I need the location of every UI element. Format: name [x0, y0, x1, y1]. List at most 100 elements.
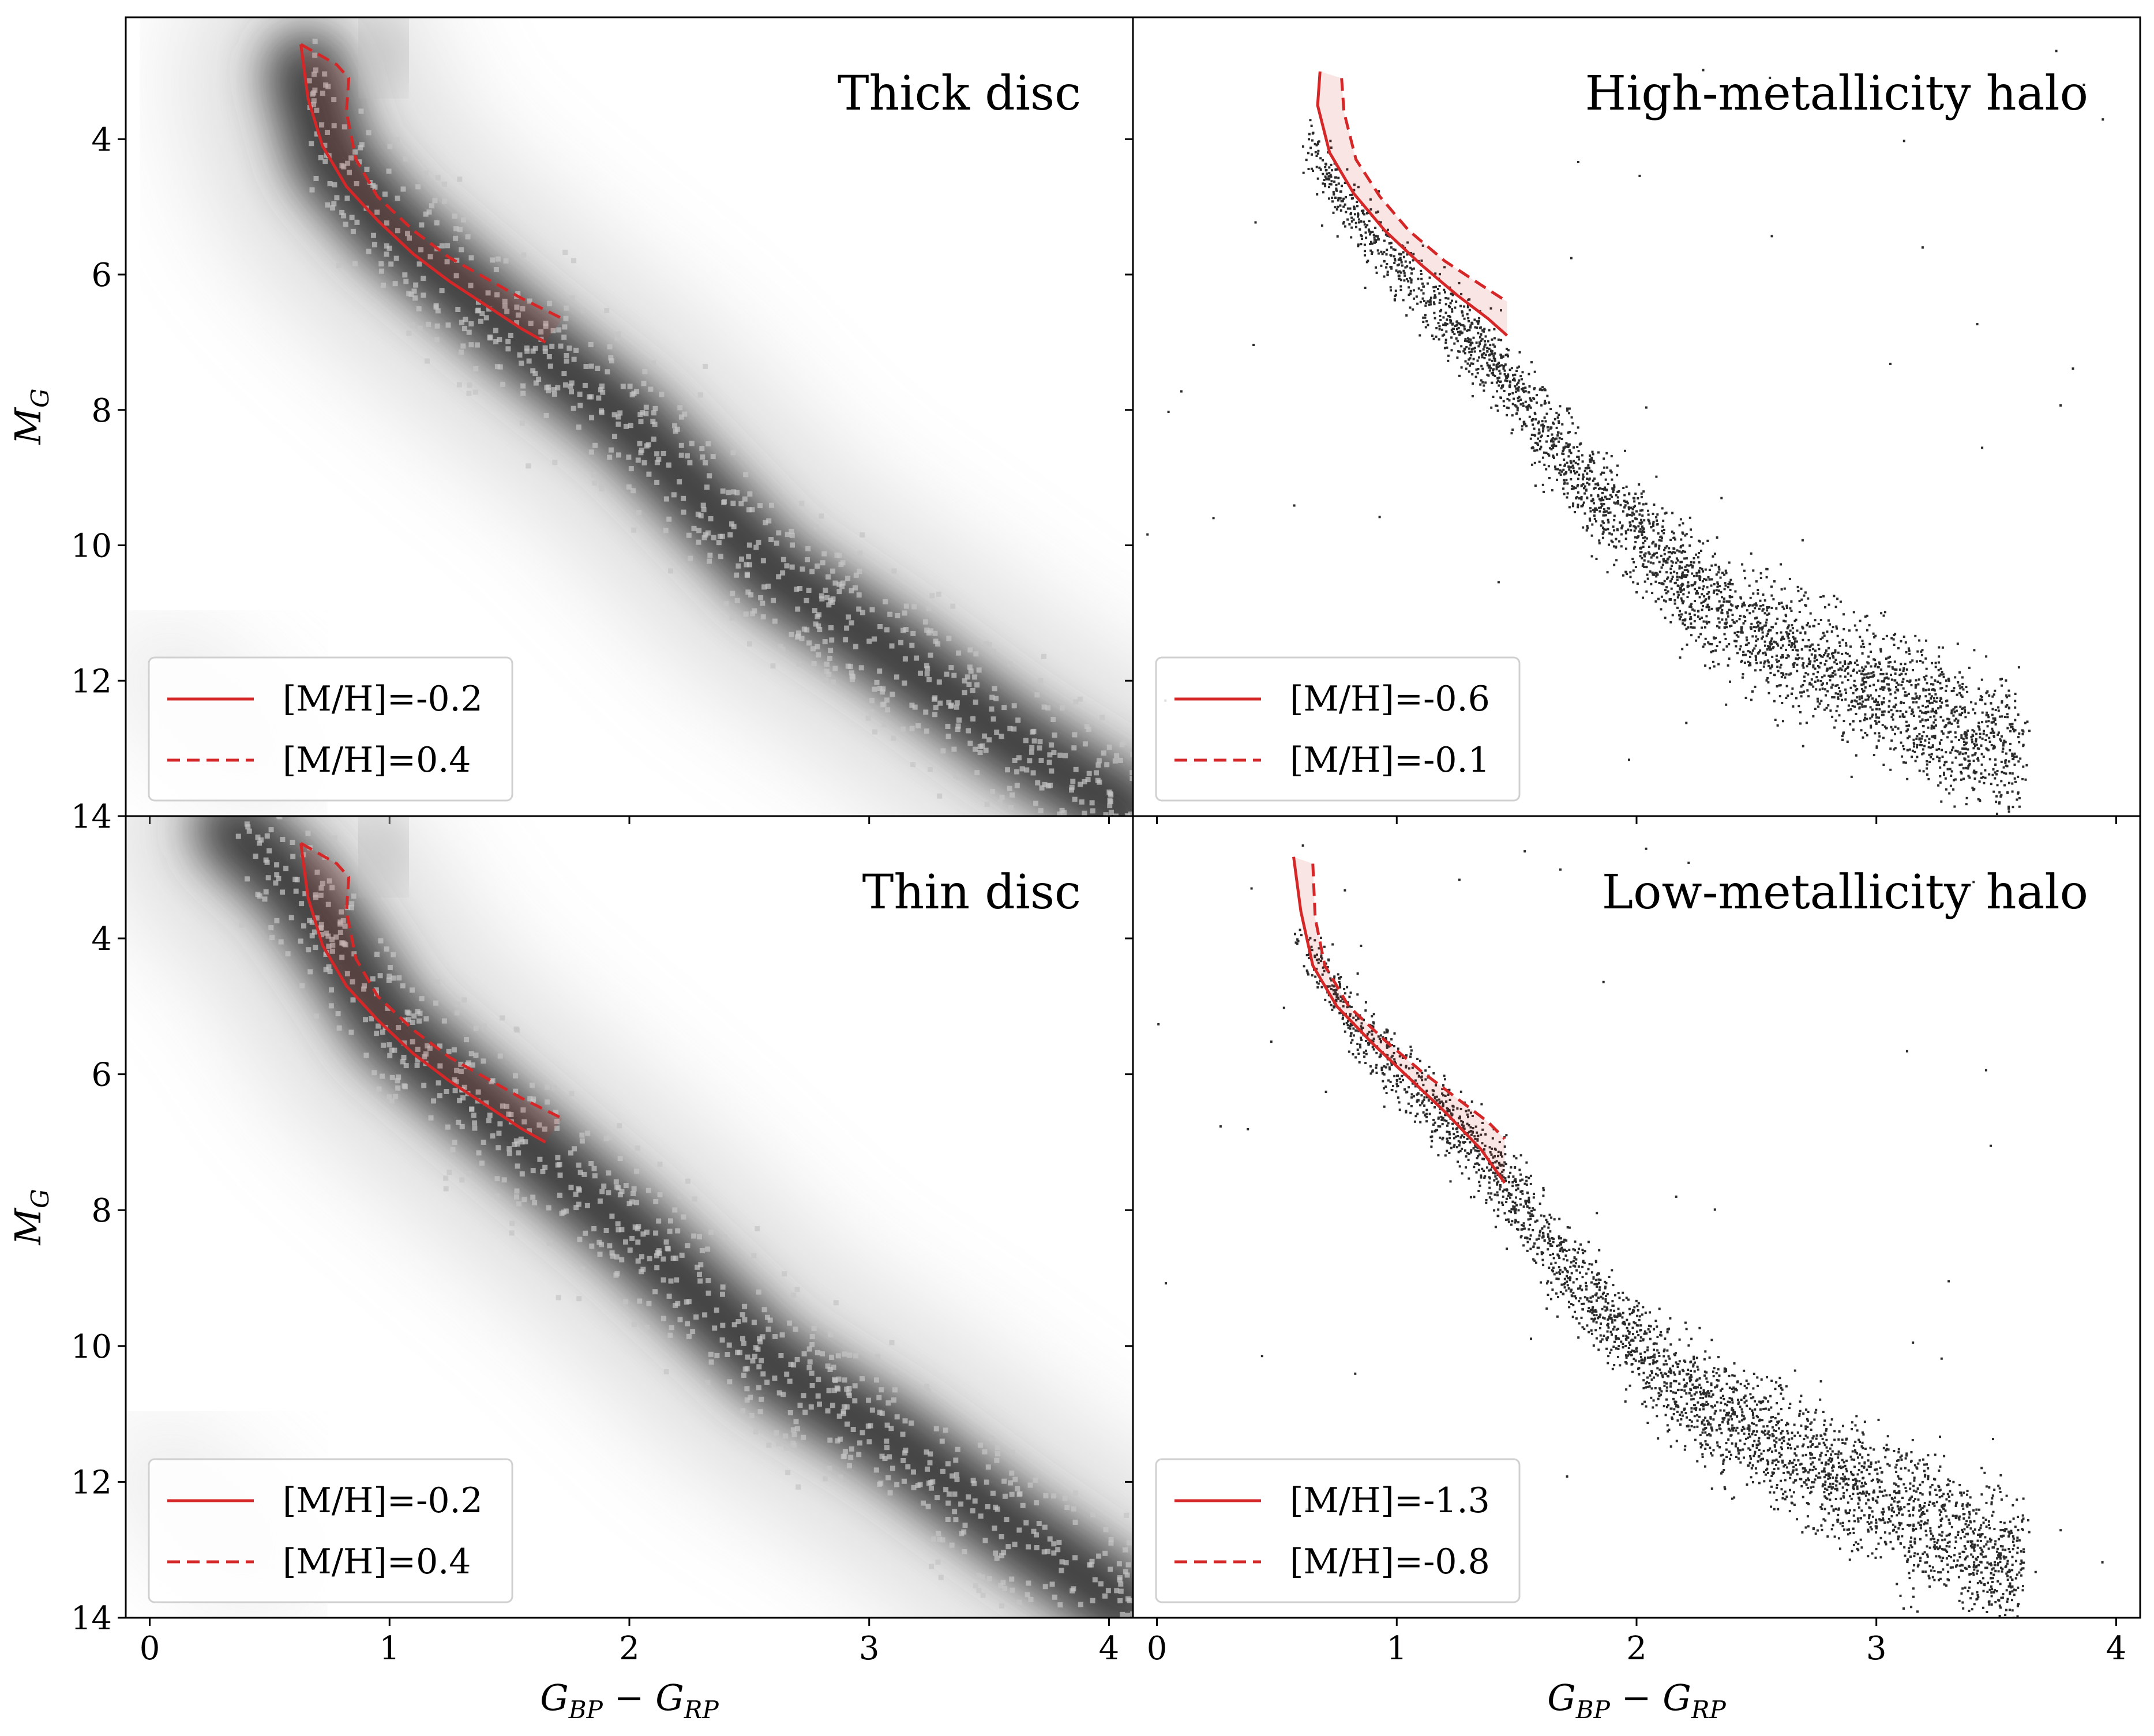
scatter-point: [2014, 729, 2017, 732]
density-speckle: [966, 1494, 971, 1500]
density-speckle: [835, 1438, 840, 1444]
density-speckle: [681, 495, 686, 501]
density-speckle: [496, 1130, 502, 1136]
density-speckle: [900, 1431, 906, 1437]
density-speckle: [879, 1387, 884, 1393]
density-speckle: [437, 1043, 442, 1049]
density-speckle: [797, 586, 803, 591]
density-speckle: [607, 454, 613, 460]
scatter-point: [1755, 626, 1758, 629]
scatter-point: [1955, 717, 1958, 720]
scatter-point: [1800, 695, 1803, 698]
density-speckle: [820, 1351, 825, 1357]
density-speckle: [877, 668, 883, 674]
density-speckle: [727, 532, 733, 538]
scatter-point: [1930, 695, 1933, 698]
scatter-point: [1901, 713, 1904, 716]
density-speckle: [568, 1150, 573, 1156]
scatter-point: [1973, 649, 1976, 652]
density-speckle: [313, 1013, 319, 1019]
density-speckle: [632, 1224, 638, 1230]
scatter-point: [1997, 731, 2000, 734]
scatter-point: [1473, 347, 1476, 350]
density-speckle: [889, 1340, 895, 1346]
density-speckle: [839, 584, 845, 589]
density-speckle: [1034, 1500, 1040, 1506]
scatter-point: [1931, 708, 1934, 711]
scatter-point: [1718, 626, 1721, 629]
scatter-point: [1815, 688, 1818, 691]
scatter-point: [1305, 159, 1308, 161]
scatter-point: [1747, 660, 1750, 663]
scatter-point: [1691, 565, 1694, 568]
scatter-point: [1847, 672, 1849, 675]
scatter-point: [1698, 552, 1701, 554]
density-speckle: [766, 518, 772, 524]
density-speckle: [790, 1441, 796, 1446]
scatter-point: [1642, 503, 1645, 506]
scatter-point: [1685, 627, 1688, 630]
scatter-point: [1837, 697, 1840, 700]
density-speckle: [980, 1592, 986, 1598]
scatter-point: [1747, 650, 1750, 653]
scatter-point: [1964, 711, 1966, 713]
scatter-point: [1598, 498, 1601, 501]
scatter-point: [1810, 683, 1813, 686]
scatter-point: [1545, 440, 1548, 443]
scatter-point: [1768, 664, 1770, 667]
scatter-point: [1997, 706, 2000, 709]
isochrone-dashed: [300, 841, 563, 1120]
scatter-point: [1667, 551, 1670, 554]
density-speckle: [514, 305, 520, 310]
scatter-point: [1606, 466, 1609, 469]
scatter-point: [1929, 746, 1932, 749]
density-speckle: [1071, 1586, 1076, 1592]
scatter-point: [1780, 637, 1783, 640]
density-speckle: [276, 816, 282, 819]
scatter-point: [1907, 737, 1909, 739]
scatter-point: [1791, 687, 1794, 690]
density-speckle: [526, 463, 531, 469]
density-speckle: [999, 1603, 1004, 1609]
scatter-point: [1835, 709, 1838, 712]
scatter-point: [1330, 183, 1333, 186]
density-speckle: [982, 1538, 988, 1543]
scatter-point: [1312, 131, 1315, 134]
density-speckle: [290, 854, 296, 859]
density-speckle: [965, 674, 970, 680]
scatter-point: [1845, 644, 1848, 647]
scatter-point: [1641, 533, 1643, 536]
scatter-point: [1945, 751, 1947, 754]
scatter-point: [1568, 506, 1571, 509]
scatter-point: [2012, 806, 2014, 809]
density-speckle: [339, 940, 345, 946]
density-speckle: [446, 1049, 452, 1054]
density-speckle: [581, 308, 587, 314]
scatter-point: [1943, 761, 1946, 764]
scatter-point: [1409, 261, 1411, 264]
scatter-point: [1642, 528, 1645, 531]
density-speckle: [972, 1498, 978, 1504]
scatter-point: [1503, 369, 1506, 372]
scatter-point: [1598, 506, 1601, 509]
scatter-point: [1780, 656, 1783, 659]
scatter-point: [1615, 559, 1618, 562]
scatter-point: [1328, 166, 1331, 169]
scatter-point: [1882, 737, 1885, 739]
scatter-point: [1716, 607, 1718, 610]
density-speckle: [516, 1201, 521, 1207]
scatter-point: [1443, 288, 1446, 291]
density-speckle: [435, 175, 441, 181]
scatter-point: [1601, 471, 1604, 474]
scatter-point: [1608, 532, 1611, 535]
scatter-point: [1635, 591, 1638, 593]
isochrone-dashed: [300, 43, 563, 320]
density-speckle: [663, 1369, 669, 1374]
density-speckle: [719, 533, 725, 539]
density-speckle: [626, 484, 632, 490]
density-speckle: [1033, 1477, 1038, 1483]
scatter-point: [1435, 285, 1437, 288]
scatter-point: [2014, 706, 2017, 709]
scatter-point: [1350, 197, 1353, 200]
scatter-point: [1717, 663, 1720, 666]
